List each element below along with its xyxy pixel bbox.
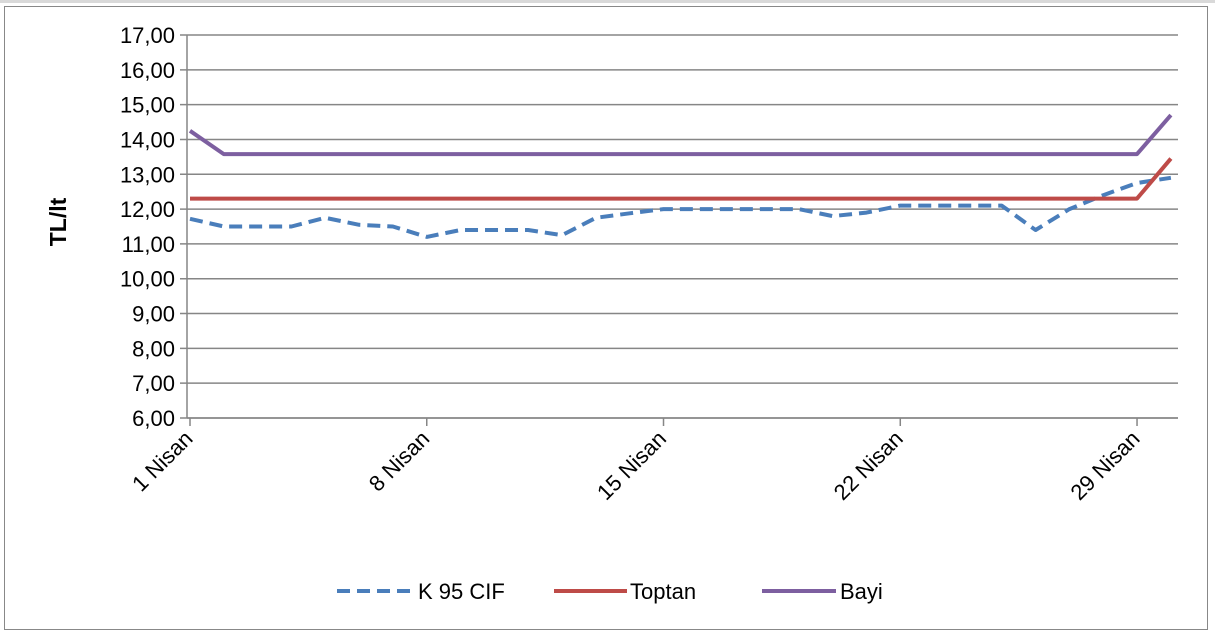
- x-tick-label: 1 Nisan: [127, 426, 197, 496]
- gridlines: [180, 34, 1178, 419]
- y-tick-label: 10,00: [120, 267, 175, 292]
- y-tick-label: 8,00: [132, 336, 175, 361]
- y-axis: 6,00 7,00 8,00 9,00 10,00 11,00 12,00 13,00 14,0…: [120, 23, 188, 431]
- chart-frame: [4, 6, 1208, 630]
- top-edge-strip: [0, 0, 1215, 3]
- y-tick-label: 17,00: [120, 23, 175, 48]
- legend-label: Toptan: [630, 579, 696, 604]
- y-tick-label: 16,00: [120, 58, 175, 83]
- legend-label: Bayi: [840, 579, 883, 604]
- series-line-k-95-cif: [189, 175, 1172, 239]
- y-tick-label: 12,00: [120, 197, 175, 222]
- legend: K 95 CIF Toptan Bayi: [337, 579, 883, 604]
- x-tick-label: 15 Nisan: [592, 426, 671, 505]
- series-line-toptan: [190, 157, 1173, 201]
- series-line-bayi: [188, 113, 1173, 157]
- y-axis-title: TL/lt: [45, 197, 71, 246]
- y-tick-label: 6,00: [132, 406, 175, 431]
- x-axis: 1 Nisan 8 Nisan 15 Nisan 22 Nisan 29 Nisan: [127, 417, 1178, 505]
- x-tick-label: 22 Nisan: [829, 426, 908, 505]
- y-tick-label: 11,00: [122, 232, 175, 257]
- y-tick-label: 9,00: [132, 302, 175, 327]
- y-tick-label: 7,00: [132, 371, 175, 396]
- x-tick-label: 29 Nisan: [1065, 426, 1144, 505]
- x-tick-label: 8 Nisan: [364, 426, 434, 496]
- y-tick-label: 15,00: [120, 93, 175, 118]
- y-tick-label: 13,00: [120, 162, 175, 187]
- legend-label: K 95 CIF: [418, 579, 505, 604]
- series-lines: [188, 113, 1173, 239]
- y-tick-label: 14,00: [120, 127, 175, 152]
